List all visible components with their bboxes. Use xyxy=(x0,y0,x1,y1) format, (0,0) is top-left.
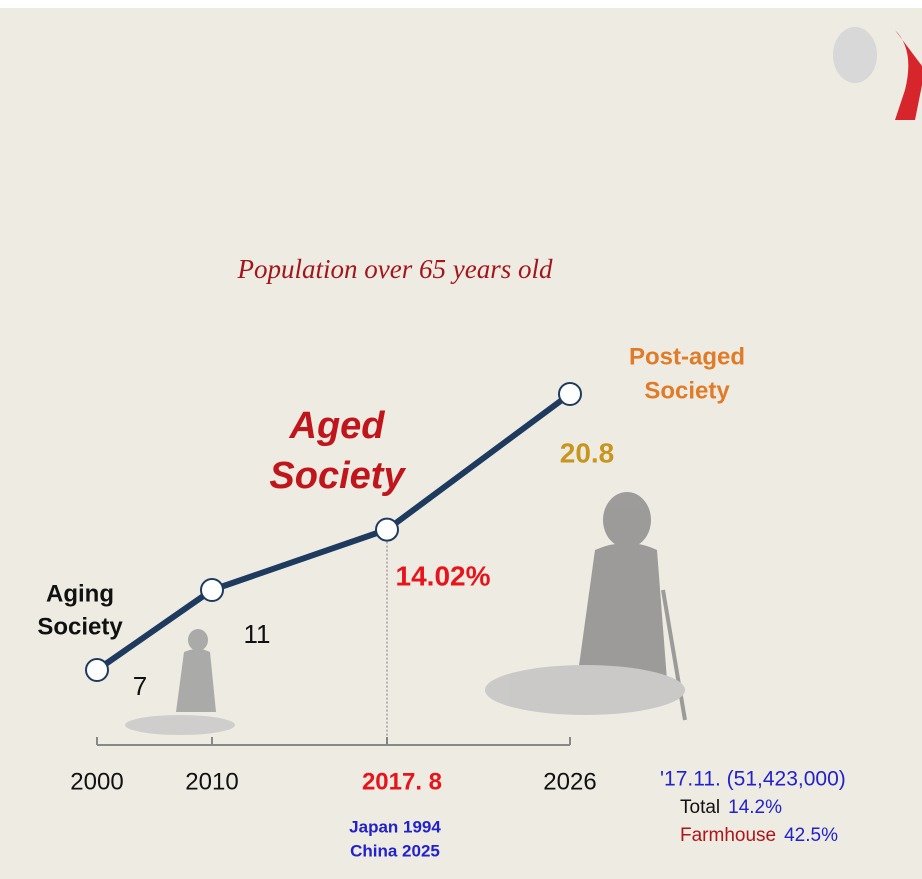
series-line xyxy=(95,391,572,673)
farm-value: 42.5% xyxy=(784,825,838,846)
total-value: 14.2% xyxy=(728,797,782,818)
sub-note: China 2025 xyxy=(350,841,440,860)
x-tick-label: 2010 xyxy=(185,768,238,795)
annotation: Aging xyxy=(46,580,114,607)
total-label: Total xyxy=(680,797,720,818)
silhouette-large xyxy=(485,492,687,721)
annotation: Society xyxy=(269,455,406,497)
farm-label: Farmhouse xyxy=(680,825,776,846)
x-tick-label: 2017. 8 xyxy=(362,768,442,795)
silhouette-small xyxy=(125,629,235,735)
chart-title: Population over 65 years old xyxy=(237,254,553,284)
decor-figure xyxy=(833,27,922,120)
sub-note: Japan 1994 xyxy=(349,817,441,836)
data-point xyxy=(200,578,224,602)
annotation: Aged xyxy=(289,405,386,447)
value-label: 7 xyxy=(133,671,147,701)
side-note-header: '17.11. (51,423,000) xyxy=(660,768,846,791)
annotation: Society xyxy=(644,377,730,404)
annotation: Post-aged xyxy=(629,343,745,370)
annotation: Society xyxy=(37,613,123,640)
background xyxy=(0,8,922,879)
x-tick-label: 2026 xyxy=(543,768,596,795)
value-label: 14.02% xyxy=(396,560,491,591)
x-tick-label: 2000 xyxy=(70,768,123,795)
value-label: 20.8 xyxy=(560,437,615,468)
side-note-farm: Farmhouse 42.5% xyxy=(680,825,838,846)
data-point xyxy=(558,382,582,406)
data-point xyxy=(85,658,109,682)
side-note-total: Total 14.2% xyxy=(680,797,782,818)
data-point xyxy=(375,517,399,542)
value-label: 11 xyxy=(244,619,271,649)
